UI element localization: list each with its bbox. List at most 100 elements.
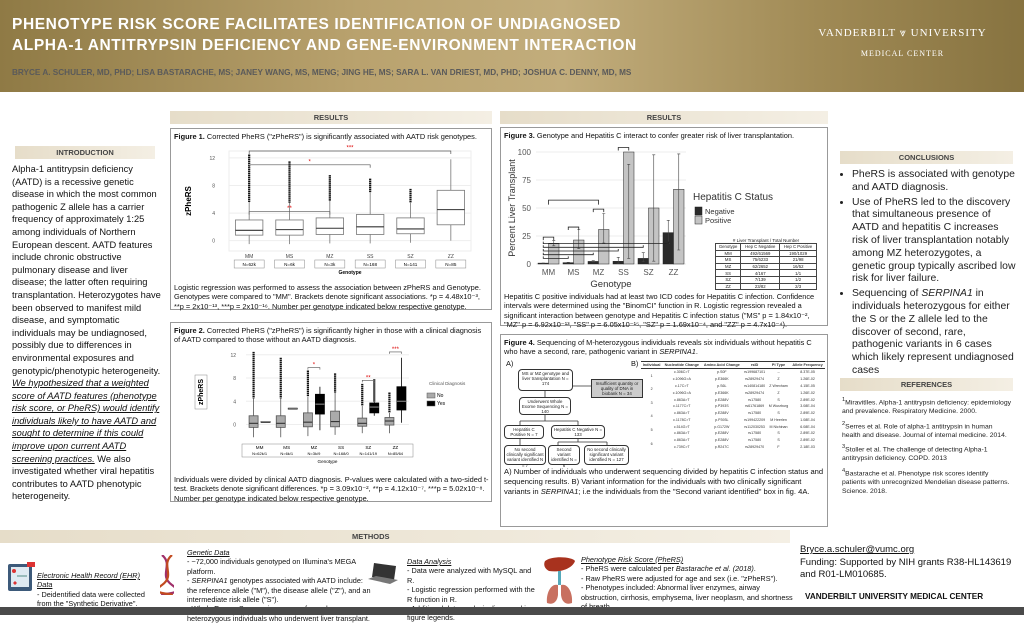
- reference-item: 4Bastarache et al. Phenotype risk scores…: [842, 467, 1012, 496]
- significance-label: ***: [346, 146, 354, 152]
- legend-swatch: [427, 393, 435, 398]
- introduction-heading: INTRODUCTION: [15, 146, 155, 159]
- y-axis-label: zPheRS: [184, 185, 193, 215]
- dna-icon: [160, 555, 174, 595]
- y-axis-label: zPheRS: [198, 379, 205, 405]
- table-cell: rs17580: [742, 396, 767, 403]
- table-header: Individual: [641, 362, 662, 369]
- table-cell: M Wurzburg: [767, 403, 790, 410]
- table-cell: 1/2: [780, 276, 817, 283]
- table-cell: M Heerlen: [767, 416, 790, 423]
- methods-genetic-line: - ~72,000 individuals genotyped on Illum…: [187, 557, 372, 576]
- reference-item: 3Stoller et al. The challenge of detecti…: [842, 443, 1012, 464]
- flow-hcv-negative-box: Hepatitis C Negative N = 133: [551, 425, 605, 439]
- introduction-text: Alpha-1 antitrypsin deficiency (AATD) is…: [12, 163, 162, 503]
- table-cell: c.17C>T: [662, 383, 701, 390]
- figure-4-title-gene: SERPINA1: [659, 347, 696, 356]
- table-cell: --: [767, 369, 790, 376]
- x-tick-label: MZ: [311, 445, 318, 450]
- conclusion-3-pre: Sequencing of: [852, 288, 921, 299]
- x-tick-label: SZ: [365, 445, 371, 450]
- x-tick-label: SZ: [643, 268, 653, 277]
- significance-bracket: [618, 148, 629, 151]
- y-tick-label: 0: [527, 260, 532, 269]
- methods-genetic-title: Genetic Data: [187, 548, 372, 557]
- table-cell: c.863A>T: [662, 410, 701, 417]
- methods-ehr-title: Electronic Health Record (EHR) Data: [37, 571, 157, 590]
- y-tick-label: 8: [212, 183, 215, 189]
- table-cell: rs199422209: [742, 416, 767, 423]
- legend-title: Clinical Diagnosis: [429, 381, 466, 386]
- table-cell: MM: [716, 250, 741, 257]
- table-cell: 2.89E-02: [790, 437, 825, 444]
- methods-analysis-line: - Data were analyzed with MySQL and R.: [407, 566, 537, 585]
- table-cell: c.1178C>T: [662, 416, 701, 423]
- figure-1-label: Figure 1.: [174, 132, 205, 141]
- table-cell: p.R247C: [701, 444, 742, 451]
- table-cell: M Nichinan: [767, 423, 790, 430]
- x-tick-label: SS: [618, 268, 629, 277]
- plot-area: [229, 151, 471, 251]
- transplant-table: # Liver Transplant / Total Number Genoty…: [715, 238, 817, 290]
- x-tick-label: MZ: [326, 254, 333, 260]
- logo-line-2: MEDICAL CENTER: [800, 49, 1005, 58]
- table-cell: p.S0F: [701, 369, 742, 376]
- individual-cell: 3: [641, 396, 662, 410]
- y-axis-label: Percent Liver Transplant: [507, 159, 517, 257]
- reference-text: Stoller et al. The challenge of detectin…: [842, 447, 987, 463]
- table-cell: MS: [716, 257, 741, 264]
- legend-label: No: [437, 393, 444, 399]
- fig2-yes-SZ-box: [370, 403, 379, 413]
- table-cell: 16/52: [780, 263, 817, 270]
- table-cell: c.306C>T: [662, 369, 701, 376]
- methods-phers-line: - PheRS were calculated per Bastarache e…: [581, 564, 796, 573]
- count-label: N=141/19: [360, 451, 378, 456]
- flow-excluded-box: Insufficient quantity or quality of DNA …: [591, 379, 643, 398]
- table-cell: 21/98: [780, 257, 817, 264]
- references-list: 1Miravitlles. Alpha-1 antitrypsin defici…: [842, 396, 1012, 499]
- methods-phers-line-1: - PheRS were calculated per: [581, 564, 676, 573]
- institution: VANDERBILT UNIVERSITY MEDICAL CENTER: [805, 592, 983, 601]
- flow-hcv-positive-box: Hepatitis C Positive N = 7: [504, 425, 544, 439]
- fig1-MM-box: [235, 220, 262, 235]
- table-cell: p.E288V: [701, 396, 742, 403]
- x-tick-label: SZ: [407, 254, 413, 260]
- flow-wes-box: Underwent Whole Exome Sequencing N = 140: [519, 397, 571, 415]
- fig2-no-SZ-box: [358, 418, 367, 426]
- email-link[interactable]: Bryce.a.schuler@vumc.org: [800, 544, 914, 555]
- x-axis-label: Genotype: [318, 459, 338, 464]
- x-axis-label: Genotype: [590, 279, 631, 290]
- logo-line-1: VANDERBILT ⩔ UNIVERSITY: [800, 27, 1005, 40]
- table-cell: rs61761869: [742, 403, 767, 410]
- legend-swatch: [695, 207, 702, 215]
- table-cell: Z Wrexham: [767, 383, 790, 390]
- x-tick-label: MZ: [593, 268, 605, 277]
- table-cell: 2.89E-02: [790, 396, 825, 403]
- conclusion-item: Sequencing of SERPINA1 in individuals he…: [852, 288, 1016, 378]
- references-heading: REFERENCES: [840, 378, 1013, 391]
- table-cell: c.1096G>A: [662, 376, 701, 383]
- table-cell: p.E366K: [701, 389, 742, 396]
- count-label: N=85/64: [388, 451, 404, 456]
- table-cell: 1.08E-04: [790, 416, 825, 423]
- title-line-2: ALPHA-1 ANTITRYPSIN DEFICIENCY AND GENE-…: [12, 35, 637, 56]
- reference-text: Miravitlles. Alpha-1 antitrypsin deficie…: [842, 399, 1011, 415]
- table-cell: 3.08E-04: [790, 403, 825, 410]
- methods-phers-line-1-end: .: [754, 564, 756, 573]
- figure-1-title: Corrected PheRS ("zPheRS") is significan…: [205, 132, 477, 141]
- x-tick-label: ZZ: [448, 254, 454, 260]
- poster-title: PHENOTYPE RISK SCORE FACILITATES IDENTIF…: [12, 14, 637, 56]
- table-cell: S: [767, 430, 790, 437]
- table-cell: 1/1: [780, 270, 817, 277]
- significance-label: **: [287, 206, 292, 212]
- methods-phers: Phenotype Risk Score (PheRS) - PheRS wer…: [581, 555, 796, 611]
- table-cell: 1.26E-02: [790, 376, 825, 383]
- methods-genetic-line: - SERPINA1 genotypes associated with AAT…: [187, 576, 372, 604]
